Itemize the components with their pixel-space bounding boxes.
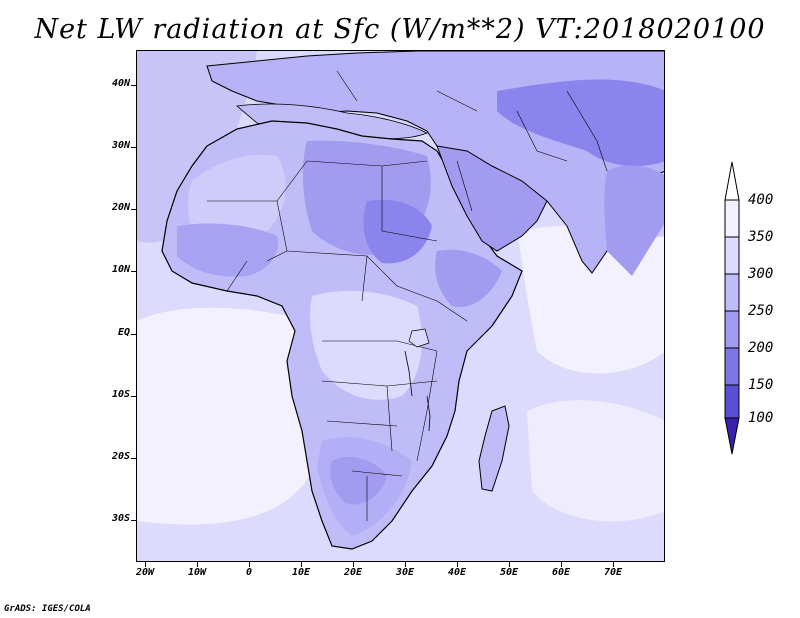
grads-credit: GrADS: IGES/COLA: [4, 604, 91, 614]
lat-tick: [131, 85, 136, 86]
lat-label-eq: EQ: [117, 327, 130, 338]
lat-tick: [131, 334, 136, 335]
lat-tick: [131, 209, 136, 210]
legend-label-100: 100: [748, 410, 774, 426]
lon-tick: [405, 562, 406, 567]
legend-lower-arrow: [724, 417, 740, 455]
lon-tick: [509, 562, 510, 567]
lon-label-60e: 60E: [551, 567, 571, 578]
legend-bin-150-200: [724, 347, 740, 386]
lon-label-10w: 10W: [187, 567, 207, 578]
lon-label-30e: 30E: [395, 567, 415, 578]
lon-tick: [613, 562, 614, 567]
lat-label-20n: 20N: [111, 202, 130, 213]
kalahari-dark: [330, 456, 387, 505]
lat-label-20s: 20S: [111, 451, 130, 462]
lon-label-10e: 10E: [291, 567, 311, 578]
sudan-dark: [363, 199, 432, 264]
west-africa-band: [177, 223, 278, 277]
legend-bin-350-400: [724, 199, 740, 238]
north-atlantic-darker-patch: [137, 51, 257, 243]
legend-bin-100-150: [724, 384, 740, 419]
legend-label-200: 200: [748, 340, 774, 356]
legend-upper-arrow: [724, 161, 740, 201]
legend-bin-300-350: [724, 236, 740, 275]
legend-label-250: 250: [748, 303, 774, 319]
arabian-peninsula: [436, 145, 548, 252]
asia-dark-region: [497, 79, 664, 167]
lake-tanganyika: [404, 350, 413, 397]
lon-label-20e: 20E: [343, 567, 363, 578]
south-atlantic-light-patch: [137, 307, 319, 525]
lake-victoria: [408, 328, 430, 348]
central-africa-light: [310, 290, 422, 400]
map-plot-area: [136, 50, 665, 562]
south-indian-light-patch: [527, 400, 664, 522]
lat-tick: [131, 147, 136, 148]
lon-label-50e: 50E: [499, 567, 519, 578]
lon-tick: [249, 562, 250, 567]
lat-tick: [131, 458, 136, 459]
legend-colorbar: [724, 161, 740, 455]
lon-label-0: 0: [245, 567, 253, 578]
color-legend: 400 350 300 250 200 150 100: [718, 160, 798, 460]
lat-tick: [131, 396, 136, 397]
legend-label-400: 400: [748, 192, 774, 208]
map-title: Net LW radiation at Sfc (W/m**2) VT:2018…: [34, 14, 766, 45]
legend-label-300: 300: [748, 266, 774, 282]
legend-bin-200-250: [724, 310, 740, 349]
lake-malawi: [426, 395, 431, 432]
lon-tick: [561, 562, 562, 567]
india-region: [604, 165, 664, 276]
radiation-map: [137, 51, 664, 561]
sahara-west-light: [187, 154, 286, 247]
lat-label-30s: 30S: [111, 513, 130, 524]
lon-tick: [145, 562, 146, 567]
lon-tick: [457, 562, 458, 567]
legend-label-150: 150: [748, 377, 774, 393]
lon-label-70e: 70E: [603, 567, 623, 578]
lon-label-20w: 20W: [135, 567, 155, 578]
lat-label-10s: 10S: [111, 389, 130, 400]
legend-label-350: 350: [748, 229, 774, 245]
lon-tick: [301, 562, 302, 567]
lon-label-40e: 40E: [447, 567, 467, 578]
legend-bin-250-300: [724, 273, 740, 312]
lat-label-40n: 40N: [111, 78, 130, 89]
madagascar: [478, 405, 510, 492]
lat-tick: [131, 520, 136, 521]
country-borders: [207, 70, 608, 521]
horn-africa-dark: [435, 249, 502, 307]
lat-label-30n: 30N: [111, 140, 130, 151]
lat-label-10n: 10N: [111, 264, 130, 275]
lon-tick: [197, 562, 198, 567]
lon-tick: [353, 562, 354, 567]
lat-tick: [131, 271, 136, 272]
